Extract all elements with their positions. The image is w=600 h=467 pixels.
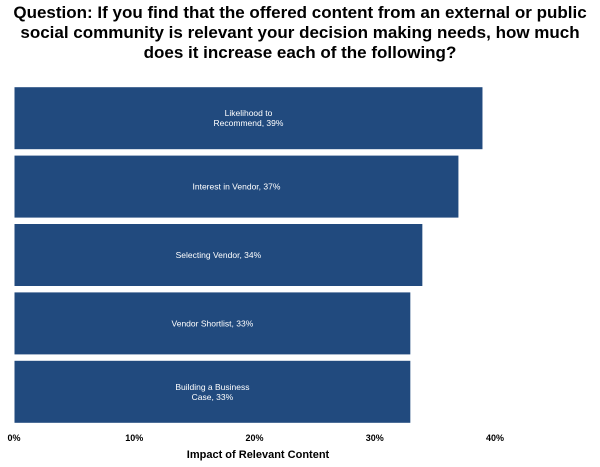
bar-1 [13, 154, 460, 219]
x-tick-label-4: 40% [486, 433, 504, 443]
x-tick-label-0: 0% [7, 433, 20, 443]
x-axis-ticks: 0% 10% 20% 30% 40% [7, 433, 504, 443]
x-axis-title: Impact of Relevant Content [187, 449, 330, 461]
bar-label-1-0: Interest in Vendor, 37% [193, 182, 281, 192]
bar-label-4-1: Case, 33% [192, 392, 234, 402]
bar-0 [13, 86, 484, 151]
bar-label-3-0: Vendor Shortlist, 33% [172, 318, 254, 328]
bar-label-2-0: Selecting Vendor, 34% [176, 250, 262, 260]
chart-title: Question: If you find that the offered c… [13, 3, 587, 62]
bar-4 [13, 359, 412, 424]
bar-3 [13, 291, 412, 356]
bar-label-4-0: Building a Business [175, 382, 249, 392]
x-tick-label-2: 20% [245, 433, 263, 443]
bar-label-0-1: Recommend, 39% [214, 118, 284, 128]
x-tick-label-1: 10% [125, 433, 143, 443]
bar-2 [13, 223, 424, 287]
bar-label-0-0: Likelihood to [225, 108, 273, 118]
x-tick-label-3: 30% [366, 433, 384, 443]
